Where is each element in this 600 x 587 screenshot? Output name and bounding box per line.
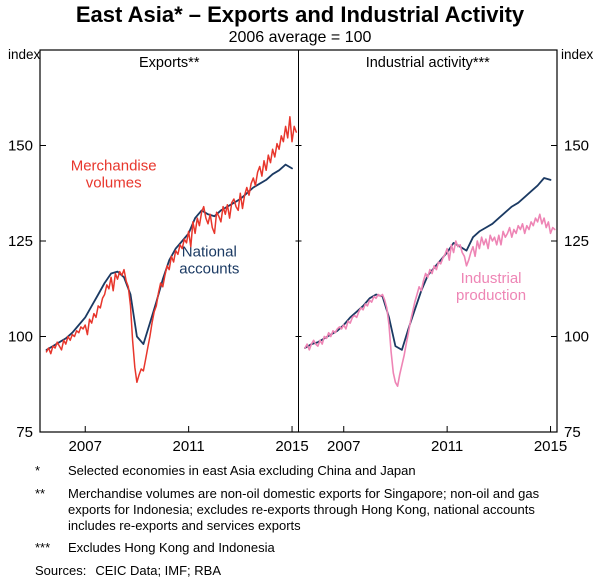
footnote-3: *** Excludes Hong Kong and Indonesia <box>35 540 580 556</box>
svg-text:75: 75 <box>16 424 33 441</box>
svg-text:Industrial activity***: Industrial activity*** <box>366 55 490 71</box>
svg-text:75: 75 <box>564 424 581 441</box>
svg-text:150: 150 <box>8 138 33 155</box>
svg-text:100: 100 <box>8 329 33 346</box>
svg-text:2007: 2007 <box>327 438 360 455</box>
svg-text:125: 125 <box>564 233 589 250</box>
svg-text:2015: 2015 <box>534 438 567 455</box>
footnote-2: ** Merchandise volumes are non-oil domes… <box>35 486 580 534</box>
svg-text:150: 150 <box>564 138 589 155</box>
sources-text: CEIC Data; IMF; RBA <box>95 563 222 579</box>
chart-title: East Asia* – Exports and Industrial Acti… <box>75 2 525 27</box>
svg-text:2011: 2011 <box>173 438 205 455</box>
y-axis-unit-left: index <box>8 47 41 62</box>
svg-text:125: 125 <box>8 233 33 250</box>
svg-text:2007: 2007 <box>69 438 102 455</box>
svg-text:2011: 2011 <box>431 438 463 455</box>
footnote-2-text: Merchandise volumes are non-oil domestic… <box>68 485 540 533</box>
sources-line: Sources: CEIC Data; IMF; RBA <box>35 563 580 579</box>
footnotes: * Selected economies in east Asia exclud… <box>35 463 580 579</box>
footnote-2-marker: ** <box>35 485 46 501</box>
chart-subtitle: 2006 average = 100 <box>228 29 372 46</box>
footnote-3-marker: *** <box>35 540 51 556</box>
svg-text:Exports**: Exports** <box>139 55 200 71</box>
svg-text:2015: 2015 <box>275 438 308 455</box>
svg-text:100: 100 <box>564 329 589 346</box>
footnote-3-text: Excludes Hong Kong and Indonesia <box>68 540 275 556</box>
footnote-1-text: Selected economies in east Asia excludin… <box>68 463 416 478</box>
chart-canvas: National accounts Merchandise volumes Export… <box>8 49 589 455</box>
footnote-1-marker: * <box>35 463 41 478</box>
sources-label: Sources: <box>35 563 87 579</box>
footnote-1: * Selected economies in east Asia exclud… <box>35 463 580 479</box>
y-axis-unit-right: index <box>561 47 594 62</box>
